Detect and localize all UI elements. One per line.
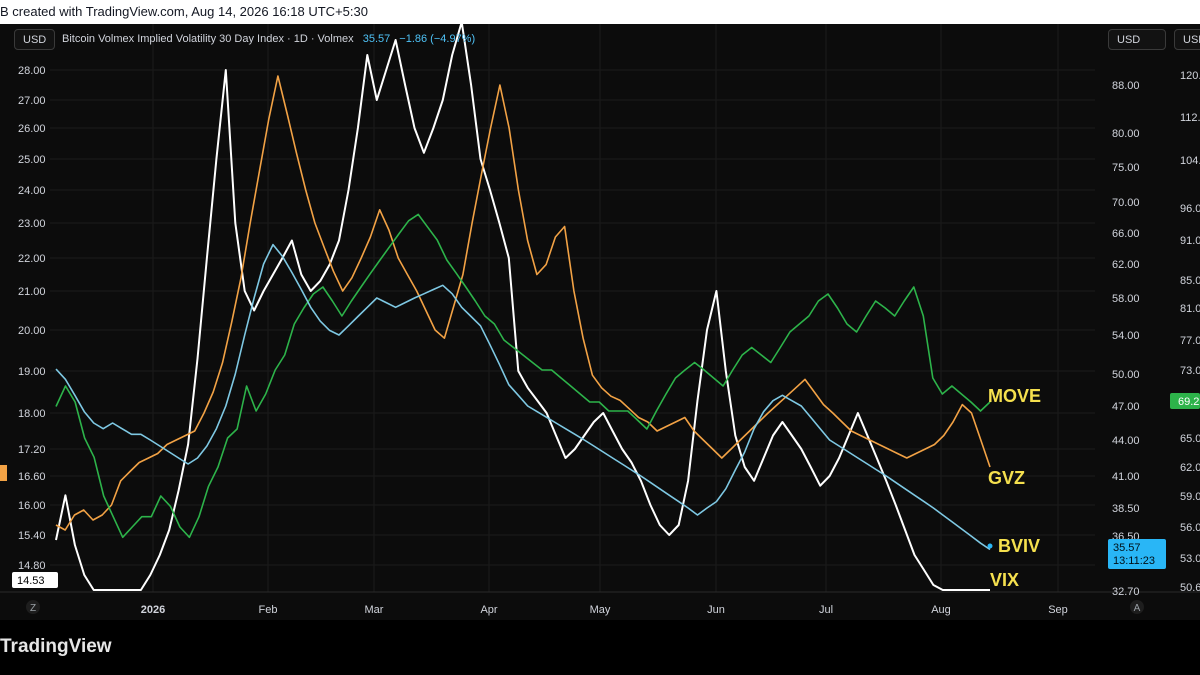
mid-axis-tick: 32.70: [1112, 586, 1140, 598]
left-axis-tick: 15.40: [18, 530, 46, 542]
x-tick-label: Apr: [480, 604, 497, 616]
left-axis-tick: 20.00: [18, 325, 46, 337]
series-line-vix[interactable]: [55, 21, 990, 591]
left-currency-label: USD: [23, 34, 47, 46]
series-line-bviv[interactable]: [55, 243, 991, 551]
bviv-price-badge-value: 35.57: [1113, 542, 1141, 554]
right-axis-tick: 50.6: [1180, 582, 1200, 594]
mid-axis-tick: 47.00: [1112, 401, 1140, 413]
right-axis-tick: 120.: [1180, 70, 1200, 82]
mid-axis-tick: 54.00: [1112, 330, 1140, 342]
right-axis-tick: 65.0: [1180, 433, 1200, 445]
left-axis-tick: 21.00: [18, 286, 46, 298]
left-scale-button-label: Z: [30, 603, 36, 614]
series-label-move: MOVE: [988, 386, 1041, 406]
series-legend[interactable]: Bitcoin Volmex Implied Volatility 30 Day…: [62, 33, 475, 45]
series-line-move[interactable]: [55, 213, 991, 539]
right-axis-tick: 91.0: [1180, 235, 1200, 247]
left-axis-tick: 28.00: [18, 65, 46, 77]
mid-axis-tick: 70.00: [1112, 197, 1140, 209]
mid-axis-tick: 44.00: [1112, 435, 1140, 447]
right-scale-button[interactable]: [1130, 600, 1144, 614]
mid-axis-tick: 66.00: [1112, 228, 1140, 240]
mid-axis-tick: 80.00: [1112, 128, 1140, 140]
left-axis-tick: 19.00: [18, 366, 46, 378]
mid-axis-tick: 41.00: [1112, 471, 1140, 483]
right-axis-tick: 104.: [1180, 155, 1200, 167]
legend-change: −1.86 (−4.97%): [399, 33, 476, 45]
left-axis-tick: 18.00: [18, 408, 46, 420]
mid-axis-tick: 62.00: [1112, 259, 1140, 271]
x-tick-label: Jun: [707, 604, 725, 616]
mid-axis-tick: 38.50: [1112, 503, 1140, 515]
series-label-bviv: BVIV: [998, 536, 1040, 556]
right-axis-tick: 62.0: [1180, 462, 1200, 474]
move-price-badge[interactable]: [1170, 393, 1200, 409]
bviv-price-badge[interactable]: [1108, 539, 1166, 569]
left-axis-tick: 27.00: [18, 95, 46, 107]
left-currency-button[interactable]: USD: [14, 29, 56, 50]
vix-left-badge-value: 14.53: [17, 575, 45, 587]
left-axis-tick: 25.00: [18, 154, 46, 166]
right-axis-tick: 85.0: [1180, 275, 1200, 287]
legend-price: 35.57: [362, 33, 391, 45]
series-label-gvz: GVZ: [988, 468, 1025, 488]
bviv-countdown: 13:11:23: [1113, 555, 1155, 567]
x-tick-label: Feb: [259, 604, 278, 616]
right-currency-label: USD: [1117, 34, 1141, 46]
gvz-left-badge: [0, 465, 7, 481]
right-axis-tick: 81.0: [1180, 303, 1200, 315]
x-tick-label: Jul: [819, 604, 833, 616]
series-line-gvz[interactable]: [55, 75, 991, 531]
right-axis-tick: 96.0: [1180, 203, 1200, 215]
right-axis-tick: 112.: [1180, 112, 1200, 124]
x-tick-label: 2026: [141, 604, 165, 616]
left-axis-tick: 24.00: [18, 185, 46, 197]
legend-symbol-name: Bitcoin Volmex Implied Volatility 30 Day…: [62, 33, 354, 45]
series-label-vix: VIX: [990, 570, 1019, 590]
footer-bar: TradingView: [0, 620, 1200, 675]
right-scale-button-label: A: [1134, 603, 1141, 614]
left-axis-tick: 23.00: [18, 218, 46, 230]
right-axis-tick: 77.0: [1180, 335, 1200, 347]
right-currency-button[interactable]: USD: [1108, 29, 1166, 50]
right-axis-tick: 56.0: [1180, 522, 1200, 534]
left-axis-tick: 16.60: [18, 471, 46, 483]
x-tick-label: Sep: [1048, 604, 1068, 616]
right-axis-tick: 53.0: [1180, 553, 1200, 565]
mid-axis-tick: 50.00: [1112, 369, 1140, 381]
right-axis-tick: 59.0: [1180, 491, 1200, 503]
bviv-last-dot: [987, 543, 993, 549]
left-axis-tick: 17.20: [18, 444, 46, 456]
right-currency-button-2[interactable]: USD: [1174, 29, 1200, 50]
right-currency-label-2: USD: [1183, 34, 1200, 46]
left-axis-tick: 16.00: [18, 500, 46, 512]
left-axis-tick: 14.80: [18, 560, 46, 572]
move-badge-value: 69.2: [1178, 396, 1199, 408]
mid-axis-tick: 75.00: [1112, 162, 1140, 174]
x-tick-label: Mar: [365, 604, 384, 616]
right-axis-tick: 73.0: [1180, 365, 1200, 377]
x-tick-label: May: [590, 604, 611, 616]
mid-axis-tick: 58.00: [1112, 293, 1140, 305]
chart-svg[interactable]: 2026 Feb Mar Apr May Jun Jul Aug Sep 28.00 27.00 26…: [0, 21, 1200, 620]
left-scale-button[interactable]: [26, 600, 40, 614]
mid-axis-tick: 88.00: [1112, 80, 1140, 92]
left-axis-tick: 26.00: [18, 123, 46, 135]
x-tick-label: Aug: [931, 604, 951, 616]
left-axis-tick: 22.00: [18, 253, 46, 265]
tradingview-logo: TradingView: [0, 636, 112, 657]
vix-left-badge[interactable]: [12, 572, 58, 588]
watermark-bar: B created with TradingView.com, Aug 14, …: [0, 0, 1200, 24]
chart-area[interactable]: 2026 Feb Mar Apr May Jun Jul Aug Sep 28.00 27.00 26…: [0, 21, 1200, 620]
chart-created-caption: B created with TradingView.com, Aug 14, …: [0, 4, 368, 19]
